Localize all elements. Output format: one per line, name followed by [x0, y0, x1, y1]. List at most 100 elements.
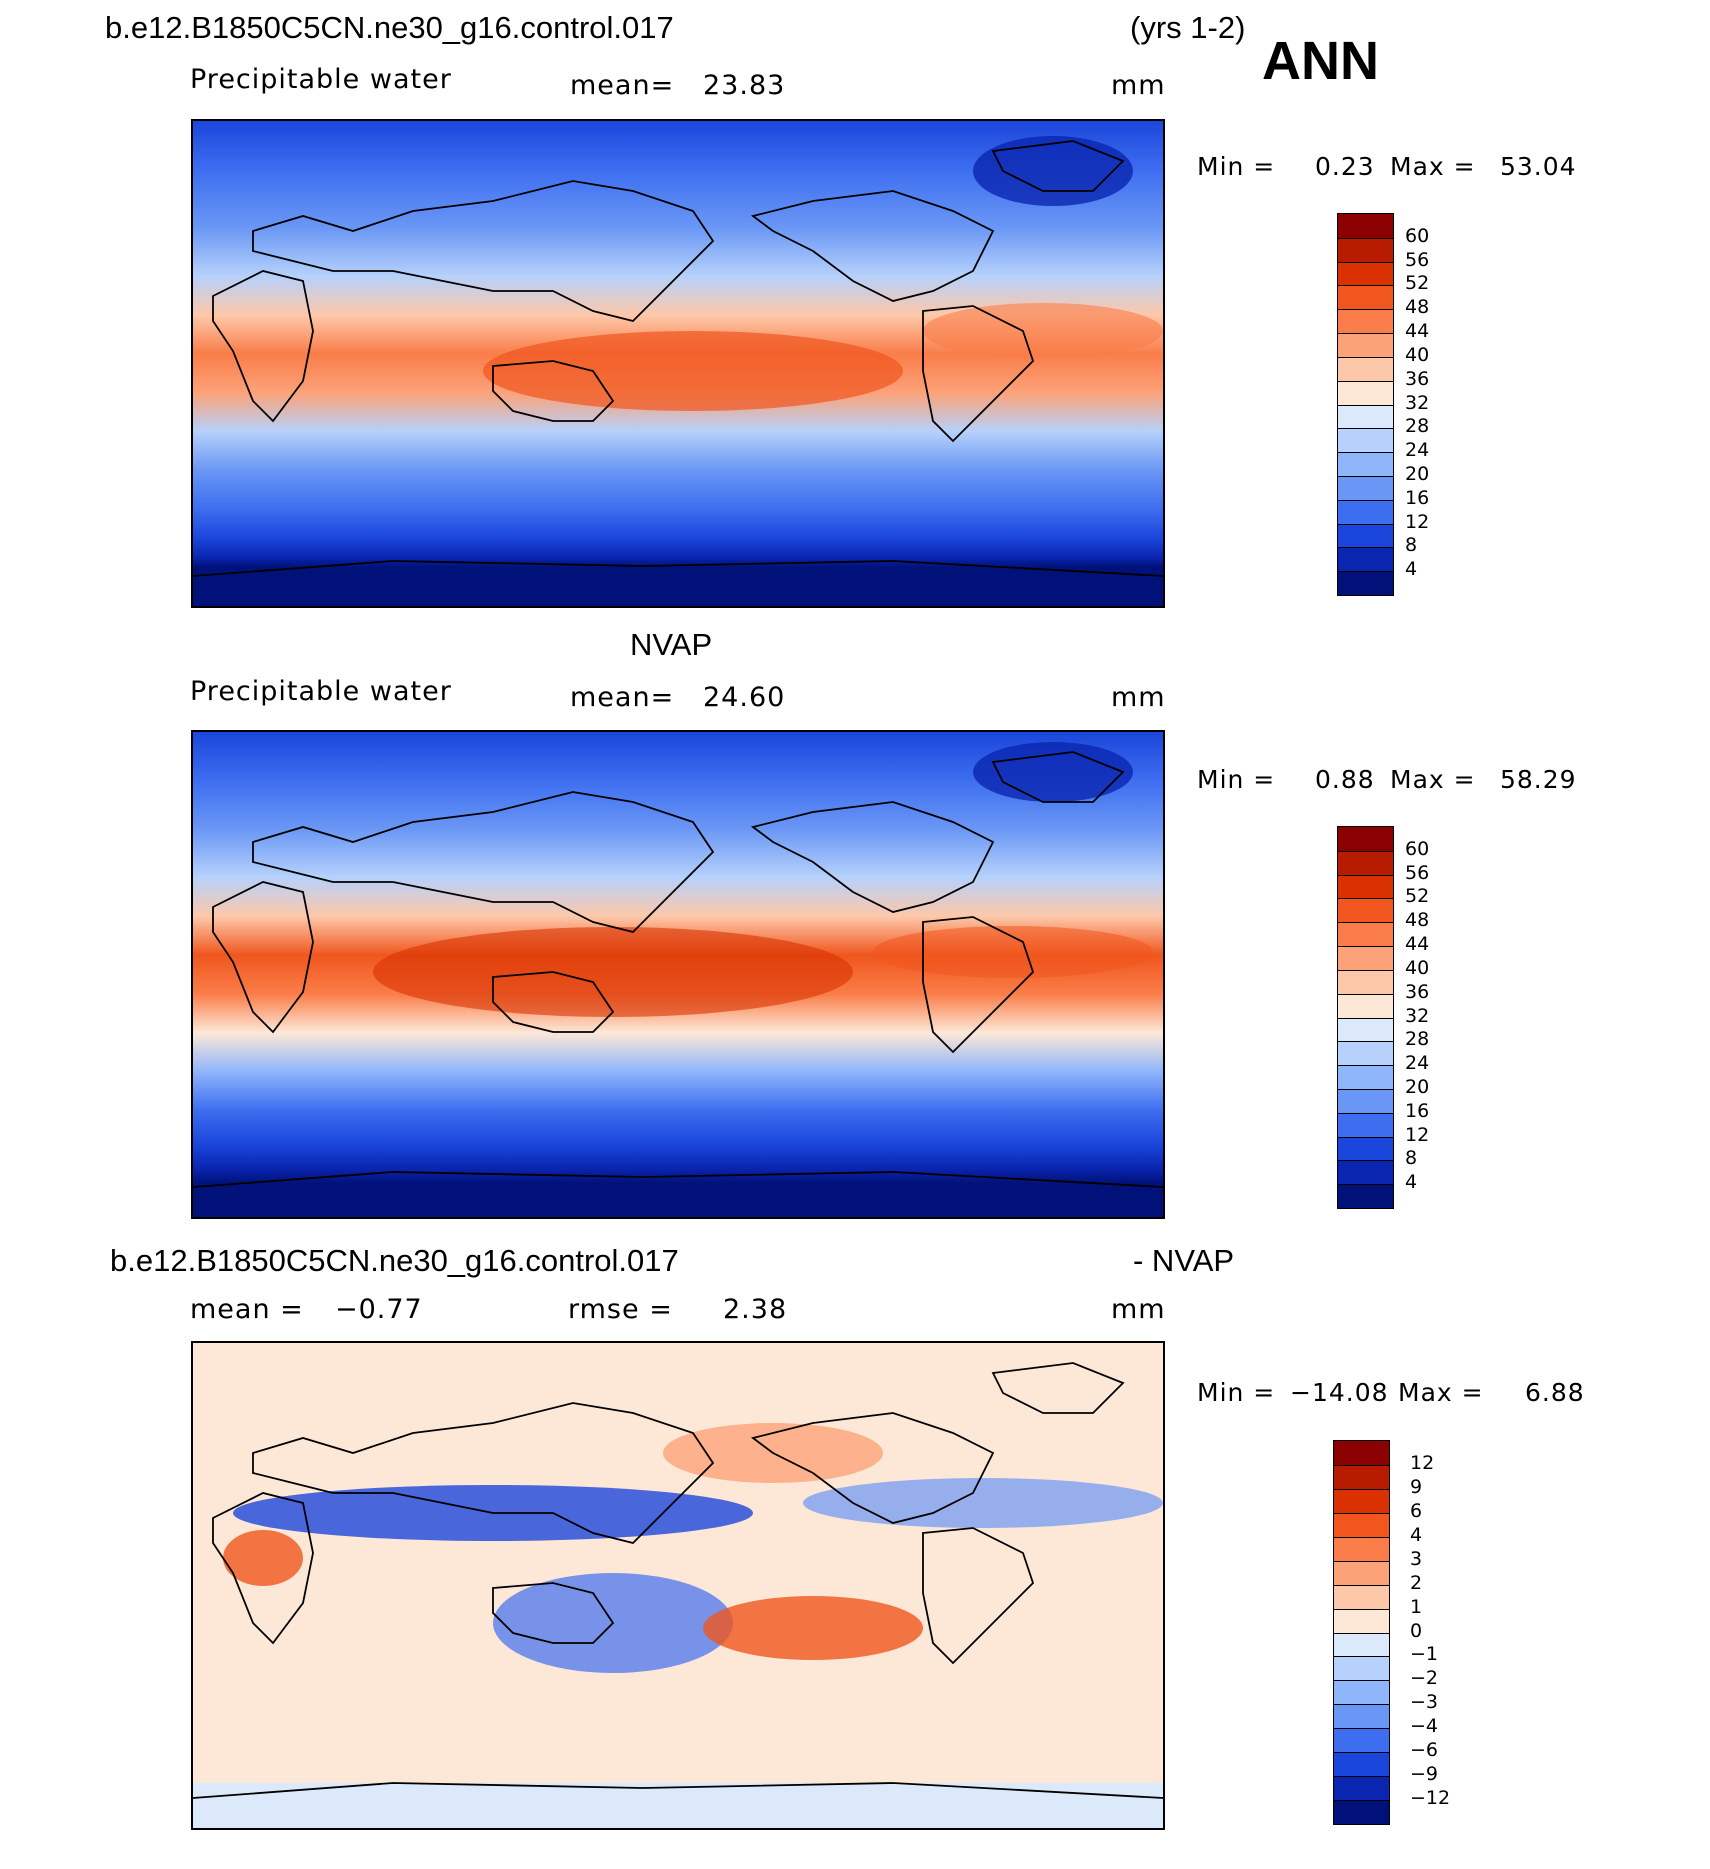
colorbar-segment [1338, 285, 1393, 310]
panel1-map [191, 119, 1165, 608]
colorbar-label: −1 [1410, 1643, 1439, 1666]
colorbar-segment [1334, 1752, 1389, 1777]
colorbar-label: 4 [1405, 1171, 1418, 1194]
colorbar-label: 44 [1405, 933, 1430, 956]
panel2-max-value: 58.29 [1500, 765, 1577, 794]
colorbar-segment [1338, 1160, 1393, 1185]
colorbar-segment [1338, 1065, 1393, 1089]
panel1-min-value: 0.23 [1315, 152, 1375, 181]
colorbar-segment [1338, 333, 1393, 357]
panel3-units: mm [1111, 1294, 1166, 1325]
colorbar-label: 16 [1405, 1099, 1430, 1122]
panel1-max-label: Max = [1390, 152, 1476, 181]
colorbar-segment [1338, 1136, 1393, 1161]
panel2-title: NVAP [630, 627, 713, 662]
colorbar-label: −9 [1410, 1763, 1439, 1786]
colorbar-segment [1334, 1464, 1389, 1489]
colorbar-segment [1338, 969, 1393, 994]
colorbar-label: 32 [1405, 1004, 1430, 1027]
colorbar-segment [1338, 428, 1393, 453]
colorbar-segment [1338, 898, 1393, 923]
panel2-coastlines [193, 751, 1163, 1188]
colorbar-label: 0 [1410, 1619, 1423, 1642]
colorbar-segment [1334, 1776, 1389, 1801]
panel3-max-label: Max = [1398, 1378, 1484, 1407]
panel3-rmse-value: 2.38 [723, 1294, 788, 1325]
colorbar-label: 32 [1405, 391, 1430, 414]
panel1-variable: Precipitable water [190, 64, 452, 95]
colorbar-segment [1334, 1536, 1389, 1561]
panel3-title-left: b.e12.B1850C5CN.ne30_g16.control.017 [110, 1243, 679, 1278]
panel1-units: mm [1111, 70, 1166, 101]
colorbar-segment [1338, 1112, 1393, 1137]
colorbar-segment [1338, 356, 1393, 381]
colorbar-segment [1338, 261, 1393, 286]
colorbar-segment [1338, 874, 1393, 899]
panel3-warm-bias [703, 1596, 923, 1660]
colorbar-segment [1338, 1041, 1393, 1066]
colorbar-label: 8 [1405, 534, 1418, 557]
colorbar-segment [1334, 1800, 1389, 1824]
colorbar-segment [1338, 237, 1393, 262]
colorbar-label: 52 [1405, 272, 1430, 295]
panel3-colorbar [1333, 1440, 1390, 1825]
colorbar-label: 36 [1405, 980, 1430, 1003]
colorbar-label: 56 [1405, 861, 1430, 884]
colorbar-segment [1338, 993, 1393, 1018]
colorbar-segment [1334, 1441, 1389, 1465]
colorbar-label: 40 [1405, 956, 1430, 979]
panel3-africa-warm [223, 1530, 303, 1586]
colorbar-label: 1 [1410, 1595, 1423, 1618]
colorbar-label: 8 [1405, 1147, 1418, 1170]
colorbar-label: 20 [1405, 1075, 1430, 1098]
panel1-atlantic-band [923, 303, 1163, 359]
panel2-warm-pool [373, 927, 853, 1017]
colorbar-segment [1338, 827, 1393, 851]
colorbar-segment [1338, 547, 1393, 572]
years-label: (yrs 1-2) [1130, 10, 1246, 45]
colorbar-segment [1338, 380, 1393, 405]
case-title: b.e12.B1850C5CN.ne30_g16.control.017 [105, 10, 674, 45]
panel1-greenland-dry [973, 136, 1133, 206]
colorbar-label: 48 [1405, 296, 1430, 319]
colorbar-label: 56 [1405, 248, 1430, 271]
colorbar-label: 24 [1405, 439, 1430, 462]
colorbar-label: 40 [1405, 343, 1430, 366]
colorbar-label: 9 [1410, 1475, 1423, 1498]
colorbar-label: −3 [1410, 1691, 1439, 1714]
colorbar-segment [1334, 1608, 1389, 1633]
colorbar-segment [1334, 1632, 1389, 1657]
colorbar-label: −12 [1410, 1787, 1451, 1810]
panel3-mean-label: mean = [190, 1294, 304, 1325]
colorbar-label: 24 [1405, 1052, 1430, 1075]
panel2-units: mm [1111, 682, 1166, 713]
colorbar-segment [1338, 523, 1393, 548]
panel2-map-field [193, 732, 1163, 1217]
panel3-map-field [193, 1343, 1163, 1828]
colorbar-segment [1338, 475, 1393, 500]
panel2-colorbar [1337, 826, 1394, 1209]
colorbar-label: 44 [1405, 320, 1430, 343]
colorbar-label: 3 [1410, 1547, 1423, 1570]
colorbar-segment [1334, 1680, 1389, 1705]
panel1-colorbar [1337, 213, 1394, 596]
colorbar-segment [1334, 1656, 1389, 1681]
panel2-min-value: 0.88 [1315, 765, 1375, 794]
colorbar-label: 16 [1405, 486, 1430, 509]
panel3-rmse-label: rmse = [568, 1294, 673, 1325]
panel3-coastlines [193, 1362, 1163, 1799]
panel3-min-label: Min = [1197, 1378, 1276, 1407]
panel3-map [191, 1341, 1165, 1830]
colorbar-label: 20 [1405, 462, 1430, 485]
panel3-mean-value: −0.77 [335, 1294, 423, 1325]
colorbar-segment [1338, 499, 1393, 524]
season-label: ANN [1262, 31, 1379, 91]
colorbar-label: 60 [1405, 837, 1430, 860]
colorbar-segment [1338, 922, 1393, 947]
colorbar-label: 52 [1405, 885, 1430, 908]
colorbar-label: 2 [1410, 1571, 1423, 1594]
colorbar-label: 12 [1410, 1451, 1435, 1474]
colorbar-segment [1338, 571, 1393, 595]
colorbar-label: 12 [1405, 510, 1430, 533]
panel3-max-value: 6.88 [1525, 1378, 1585, 1407]
